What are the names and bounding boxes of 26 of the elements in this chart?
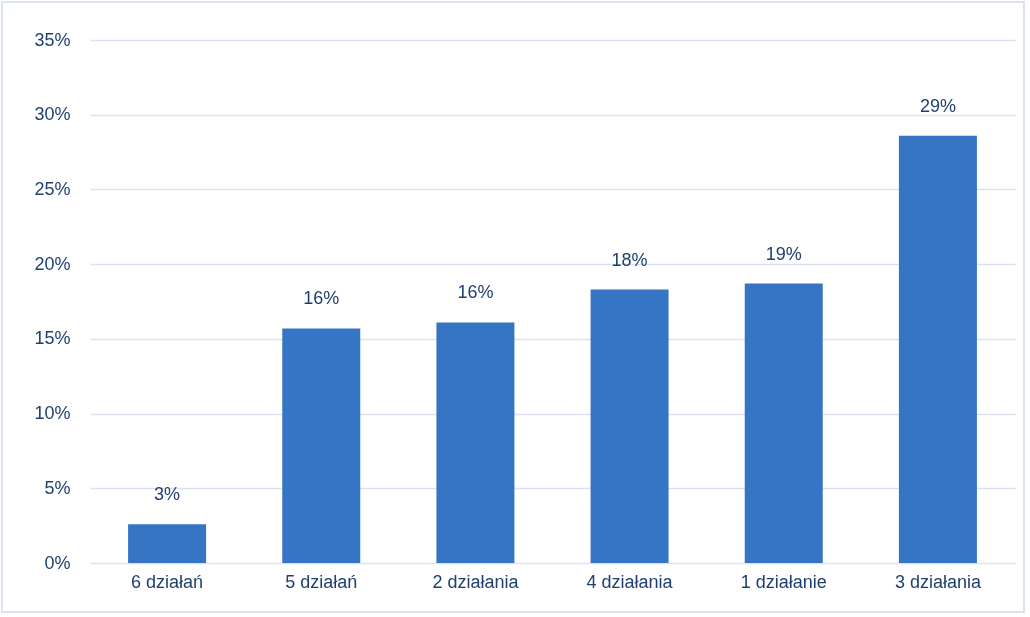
data-label: 16% <box>457 282 494 303</box>
bar <box>898 135 977 563</box>
y-tick-label: 10% <box>34 403 71 424</box>
bar <box>590 289 669 563</box>
bar <box>282 328 361 563</box>
x-tick-label: 6 działań <box>131 571 204 592</box>
y-tick-label: 20% <box>34 253 71 274</box>
data-label: 16% <box>303 288 340 309</box>
y-tick-label: 30% <box>34 104 71 125</box>
y-tick-label: 0% <box>44 552 71 573</box>
x-tick-label: 5 działań <box>285 571 358 592</box>
data-label: 3% <box>154 484 181 505</box>
x-tick-label: 1 działanie <box>740 571 827 592</box>
data-label: 29% <box>919 95 956 116</box>
y-tick-label: 25% <box>34 178 71 199</box>
x-tick-label: 3 działania <box>894 571 982 592</box>
x-tick-label: 2 działania <box>432 571 520 592</box>
data-label: 18% <box>611 249 648 270</box>
y-tick-label: 35% <box>34 29 71 50</box>
bar <box>436 322 515 563</box>
y-tick-label: 5% <box>44 477 71 498</box>
bar <box>128 524 207 563</box>
x-tick-label: 4 działania <box>586 571 674 592</box>
data-label: 19% <box>765 243 802 264</box>
bar <box>744 283 823 563</box>
y-tick-label: 15% <box>34 328 71 349</box>
